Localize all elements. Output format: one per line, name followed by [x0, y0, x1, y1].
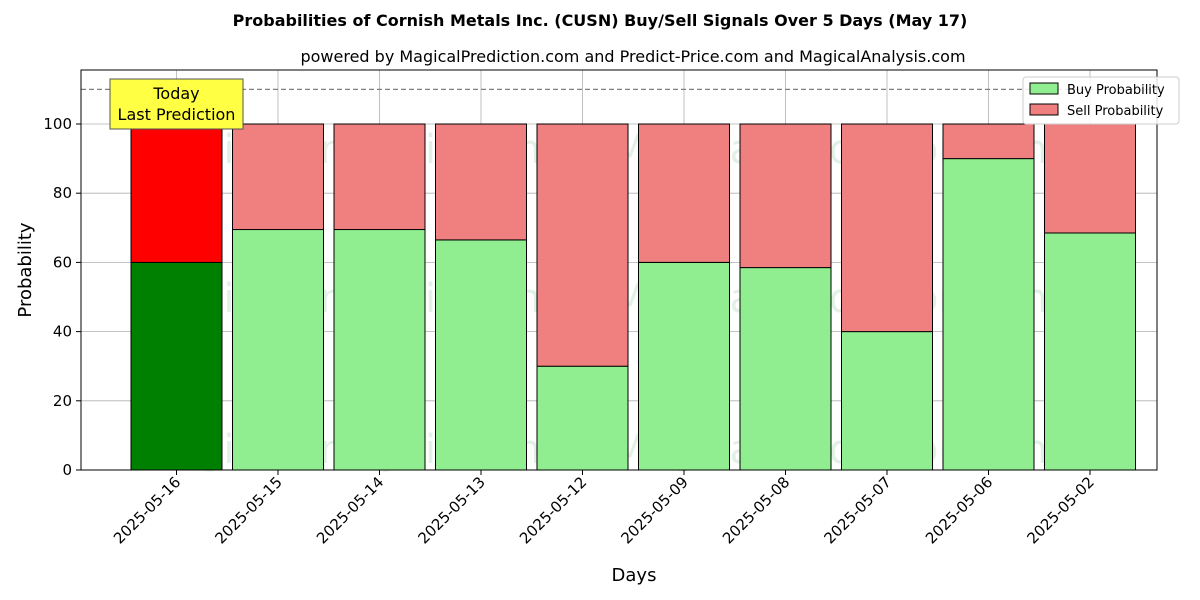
bar-buy [942, 158, 1035, 471]
bars [130, 123, 1136, 471]
x-tick-label: 2025-05-08 [719, 473, 793, 547]
y-tick-label: 0 [62, 461, 72, 479]
y-tick-label: 80 [53, 184, 72, 202]
x-axis: 2025-05-16 2025-05-15 2025-05-14 2025-05-13… [110, 470, 1098, 547]
chart-subtitle: powered by MagicalPrediction.com and Pre… [300, 47, 965, 66]
bar-sell [130, 123, 223, 263]
y-tick-label: 20 [53, 392, 72, 410]
x-tick-label: 2025-05-06 [922, 473, 996, 547]
bar-buy [1044, 232, 1136, 471]
bar-buy [536, 365, 629, 471]
x-tick-label: 2025-05-09 [617, 473, 691, 547]
x-tick-label: 2025-05-15 [211, 473, 285, 547]
bar-sell [841, 123, 933, 333]
today-annotation: Today Last Prediction [109, 78, 244, 130]
bar-sell [942, 123, 1035, 160]
x-tick-label: 2025-05-07 [820, 473, 894, 547]
legend-swatch-sell [1029, 103, 1059, 116]
bar-sell [1044, 123, 1136, 234]
legend-box [1022, 76, 1180, 125]
bar-sell [333, 123, 426, 231]
x-tick-label: 2025-05-13 [414, 473, 488, 547]
bar-sell [739, 123, 832, 269]
y-tick-label: 40 [53, 323, 72, 341]
x-tick-label: 2025-05-12 [516, 473, 590, 547]
bar-sell [232, 123, 324, 231]
bar-sell [638, 123, 730, 263]
today-annotation-line2: Last Prediction [118, 105, 236, 124]
y-axis-label: Probability [15, 222, 36, 317]
y-axis: 0 20 40 60 80 100 [43, 115, 81, 479]
bar-buy [841, 331, 933, 471]
x-tick-label: 2025-05-16 [110, 473, 184, 547]
bar-buy [435, 239, 527, 471]
plot-frame [80, 69, 1158, 471]
x-tick-label: 2025-05-02 [1023, 473, 1097, 547]
legend-label-buy: Buy Probability [1067, 83, 1165, 98]
bar-sell [435, 123, 527, 241]
bar-buy [739, 267, 832, 471]
legend-label-sell: Sell Probability [1067, 104, 1164, 119]
today-annotation-box [109, 78, 244, 130]
bar-buy [638, 261, 730, 471]
x-axis-label: Days [612, 565, 657, 586]
chart-title: Probabilities of Cornish Metals Inc. (CU… [233, 11, 968, 30]
legend-swatch-buy [1029, 82, 1059, 95]
bar-buy [130, 261, 223, 471]
y-tick-label: 100 [43, 115, 72, 133]
bar-buy [333, 229, 426, 471]
x-tick-label: 2025-05-14 [313, 473, 387, 547]
bar-sell [536, 123, 629, 367]
today-annotation-line1: Today [152, 84, 199, 103]
bar-buy [232, 229, 324, 471]
legend: Buy Probability Sell Probability [1022, 76, 1180, 125]
y-tick-label: 60 [53, 253, 72, 271]
